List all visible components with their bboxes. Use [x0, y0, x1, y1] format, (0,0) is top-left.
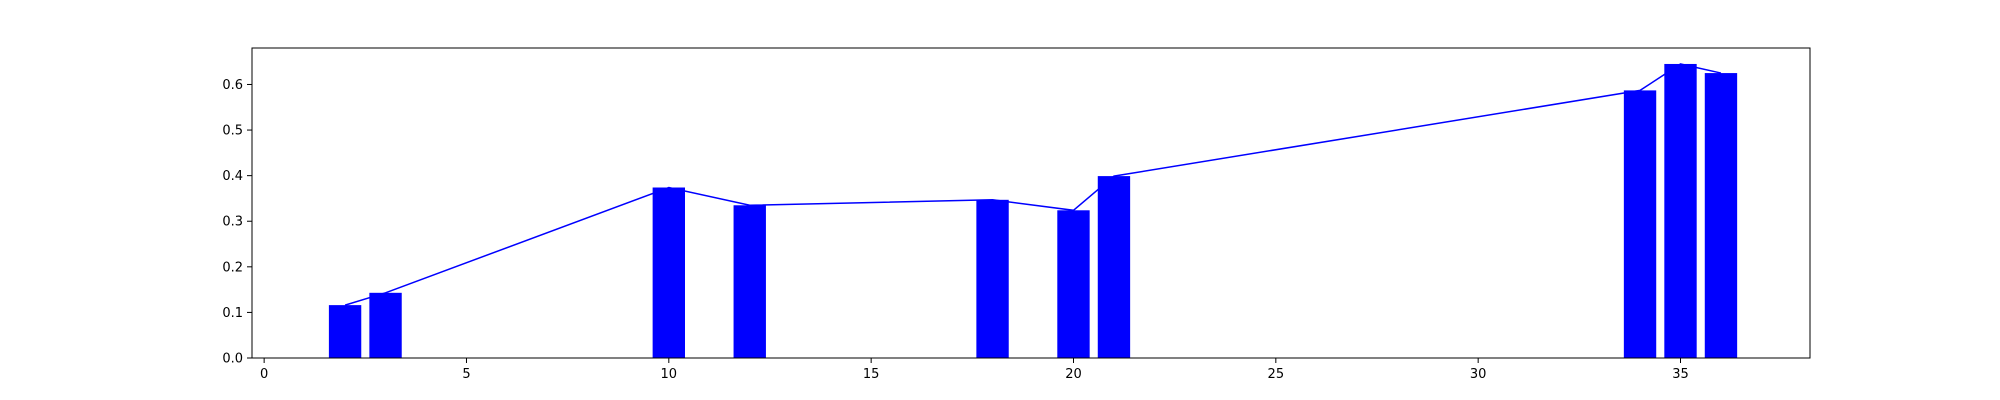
y-tick-label-0.0: 0.0 [222, 352, 243, 367]
bar-2 [328, 305, 362, 358]
bar-12 [733, 205, 766, 358]
bar-20 [1057, 210, 1090, 358]
line-layer [344, 63, 1722, 306]
y-tick-label-0.6: 0.6 [222, 78, 243, 93]
series-line [344, 63, 1722, 306]
x-tick-label-5: 5 [462, 367, 470, 382]
plot-frame [251, 47, 1811, 359]
y-tick-label-0.3: 0.3 [222, 215, 243, 230]
y-tick-label-0.5: 0.5 [222, 124, 243, 139]
bar-35 [1664, 63, 1697, 359]
y-tick-label-0.1: 0.1 [222, 306, 243, 321]
bar-3 [369, 292, 402, 358]
bar-18 [976, 199, 1009, 358]
x-tick-label-0: 0 [260, 367, 268, 382]
x-tick-label-20: 20 [1065, 367, 1082, 382]
x-axis: 0 5 10 15 20 25 30 35 [260, 358, 1689, 382]
bar-34 [1623, 90, 1657, 359]
y-tick-label-0.2: 0.2 [222, 260, 243, 275]
x-tick-label-15: 15 [863, 367, 880, 382]
x-tick-label-30: 30 [1470, 367, 1487, 382]
bar-21 [1097, 176, 1131, 358]
x-tick-label-35: 35 [1672, 367, 1689, 382]
x-tick-label-10: 10 [661, 367, 678, 382]
y-tick-label-0.4: 0.4 [222, 169, 243, 184]
bar-10 [652, 187, 685, 358]
bar-36 [1704, 73, 1738, 358]
x-tick-label-25: 25 [1268, 367, 1285, 382]
bars-layer [328, 63, 1738, 359]
y-axis: 0.0 0.1 0.2 0.3 0.4 0.5 0.6 [222, 78, 252, 367]
